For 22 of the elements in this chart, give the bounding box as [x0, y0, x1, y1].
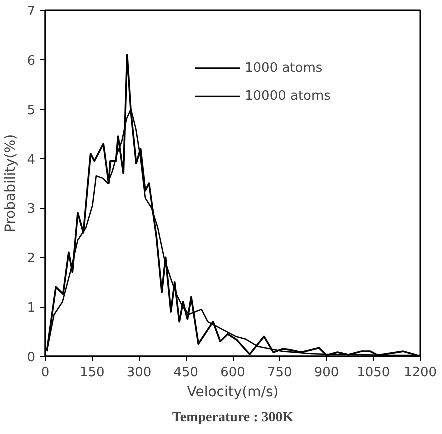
y-axis-title: Probability(%): [3, 134, 20, 233]
x-tick-label: 600: [220, 366, 246, 380]
y-tick-label: 7: [27, 4, 36, 20]
y-tick-label: 4: [27, 152, 36, 168]
y-tick-label: 0: [27, 350, 36, 366]
legend-label: 1000 atoms: [245, 60, 323, 76]
legend-label: 10000 atoms: [245, 88, 331, 104]
x-tick-label: 750: [267, 366, 292, 380]
x-tick-label: 450: [174, 366, 199, 380]
x-tick-label: 150: [80, 366, 105, 380]
text: Temperature : 300K: [172, 410, 294, 426]
y-tick-label: 1: [27, 301, 36, 316]
y-tick-label: 2: [27, 252, 36, 267]
x-tick-label: 900: [314, 366, 340, 380]
x-tick-label: 300: [126, 366, 152, 380]
x-tick-label: 1050: [357, 366, 390, 380]
y-tick-label: 6: [27, 54, 36, 69]
x-axis-title: Velocity(m/s): [187, 384, 279, 400]
y-tick-label: 5: [27, 103, 36, 118]
x-tick-label: 1200: [404, 366, 438, 380]
x-tick-label: 0: [41, 366, 50, 380]
y-tick-label: 3: [27, 202, 36, 218]
